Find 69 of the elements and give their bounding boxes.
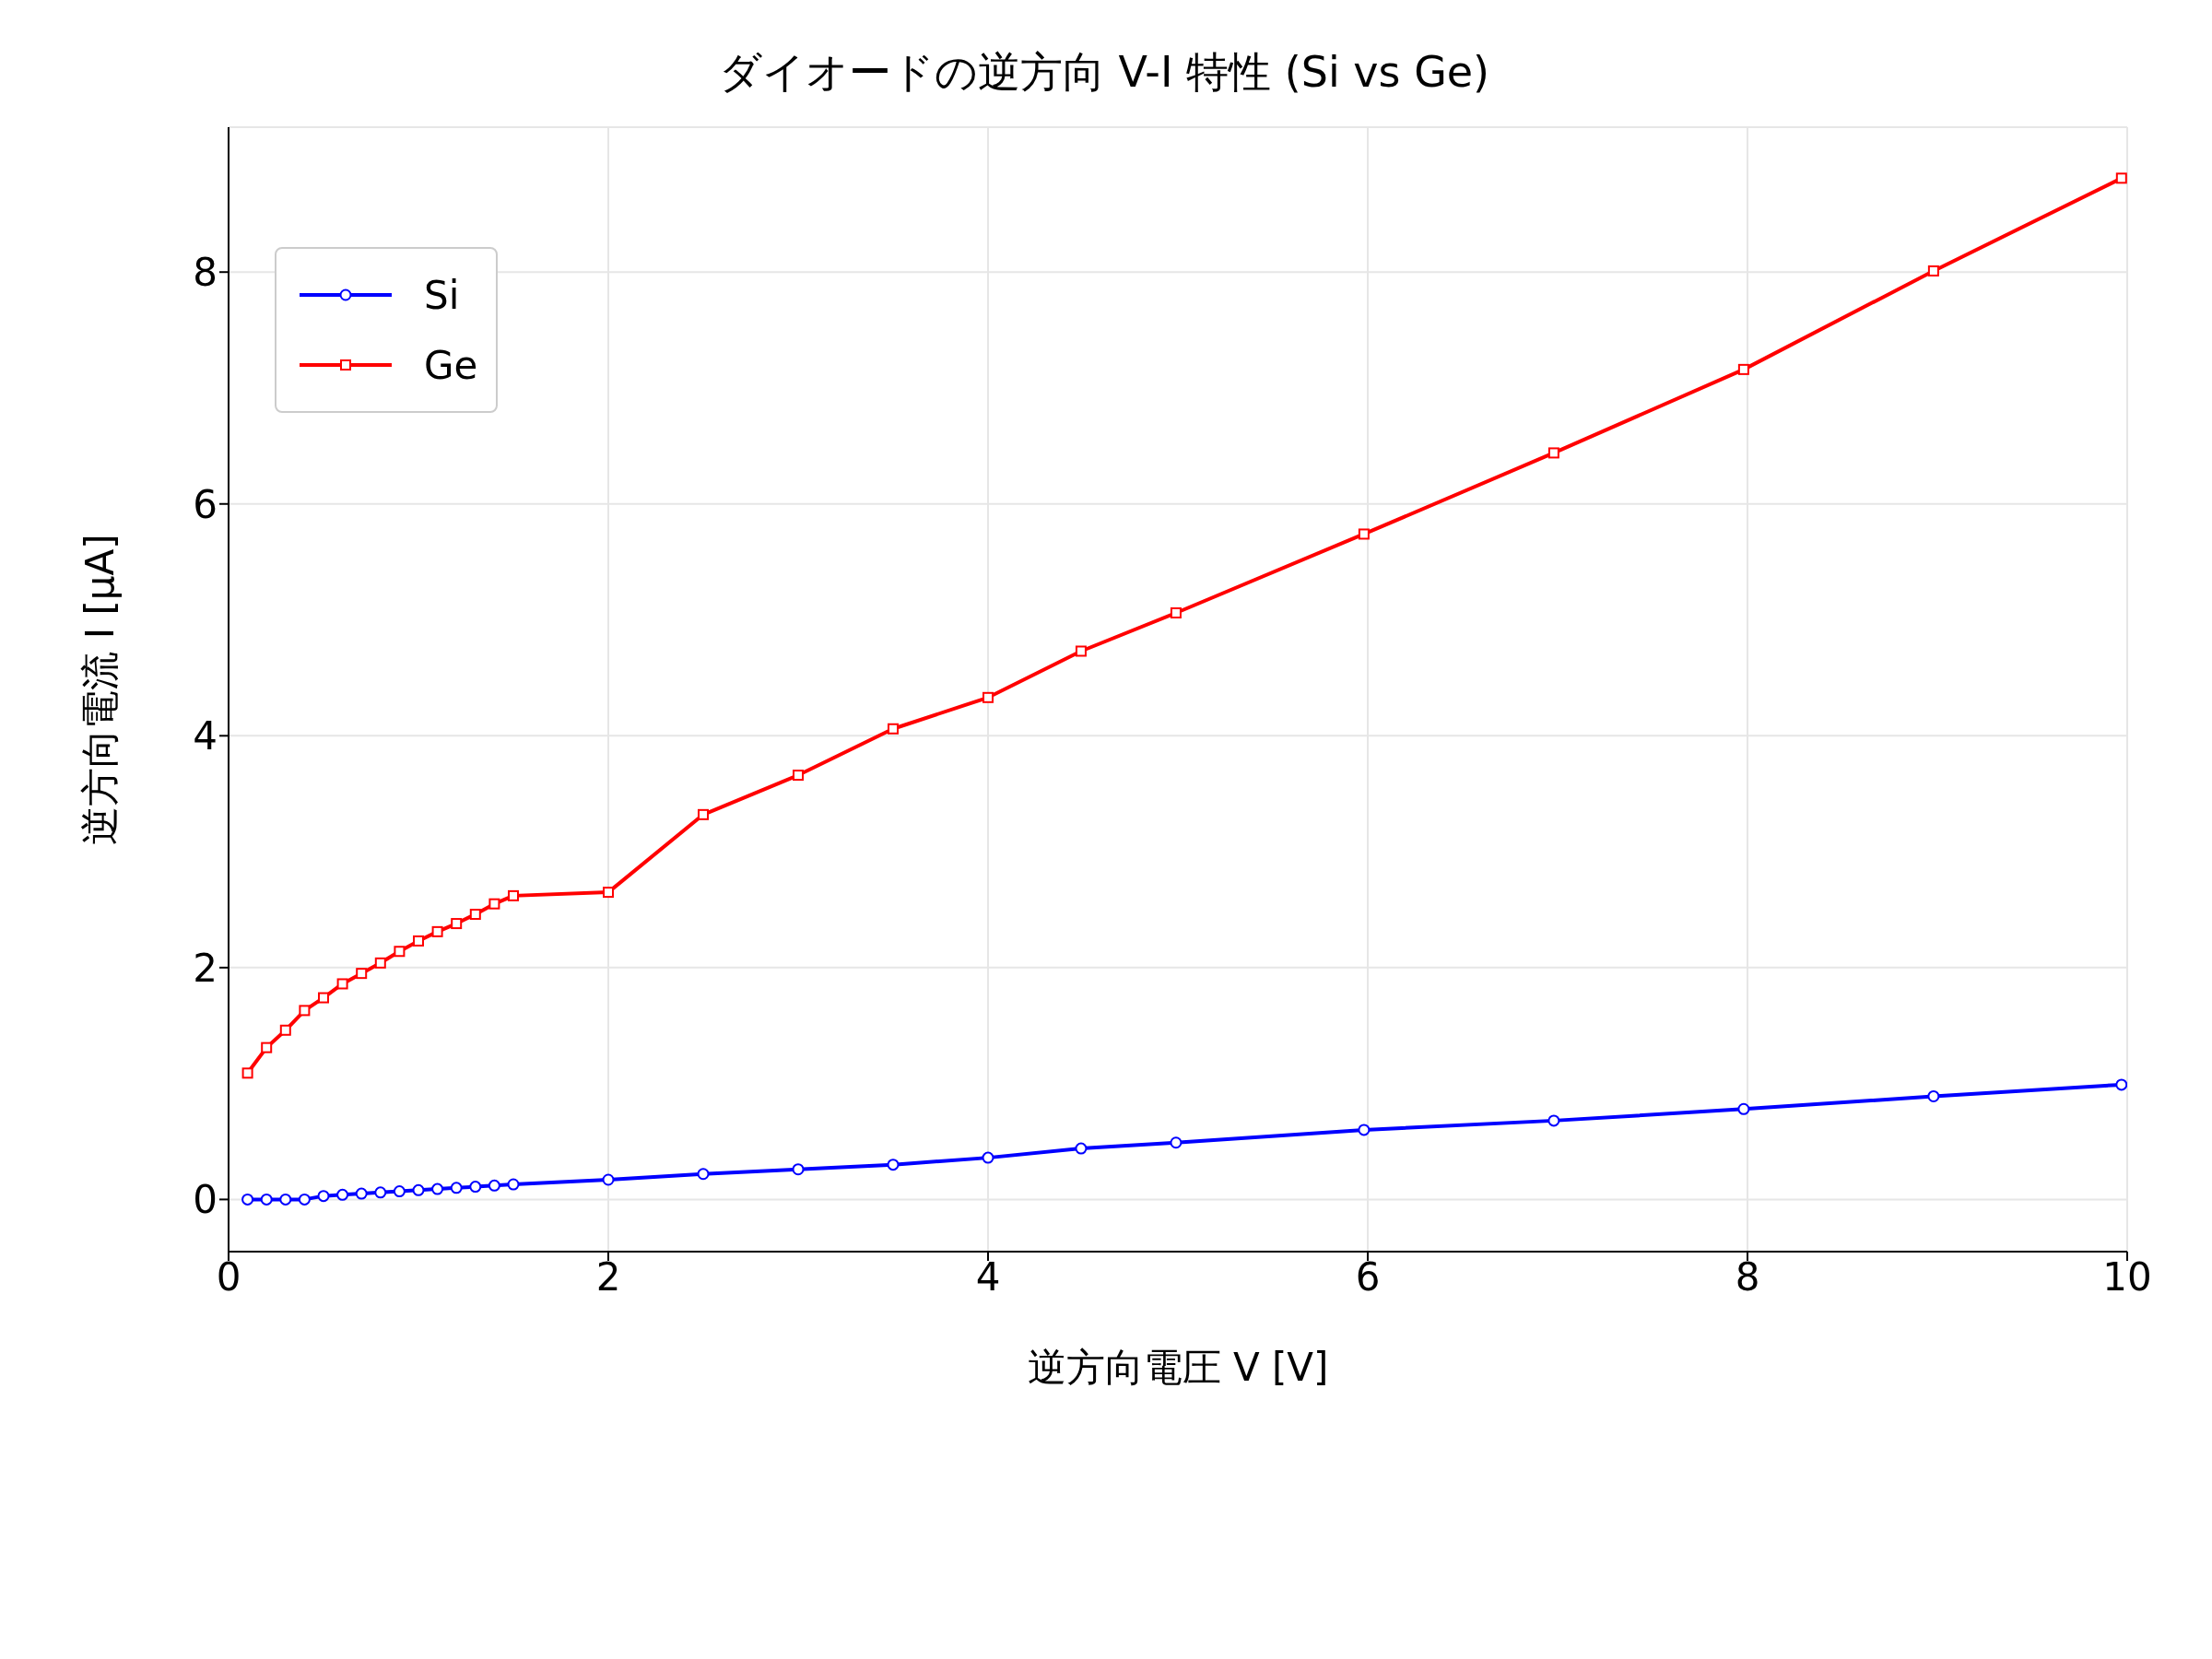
- x-axis-title: 逆方向電圧 V [V]: [1027, 1345, 1329, 1390]
- y-tick-label: 2: [193, 945, 218, 991]
- point: [1075, 1142, 1088, 1155]
- x-tick-label: 6: [1355, 1253, 1381, 1300]
- point: [602, 1173, 615, 1186]
- point: [698, 808, 709, 820]
- point: [317, 1190, 330, 1203]
- y-axis-title: 逆方向電流 I [μA]: [76, 534, 123, 845]
- point: [393, 1185, 406, 1198]
- point: [887, 1159, 900, 1171]
- point: [697, 1168, 710, 1181]
- y-tick-label: 0: [193, 1177, 218, 1223]
- point: [374, 957, 386, 969]
- y-tick-label: 4: [193, 713, 218, 759]
- x-tick-label: 4: [975, 1253, 1001, 1300]
- point: [241, 1193, 254, 1206]
- point: [488, 1179, 500, 1192]
- point: [507, 1178, 520, 1191]
- point: [508, 889, 519, 901]
- point: [1170, 1136, 1182, 1149]
- point: [356, 968, 368, 980]
- point: [299, 1005, 311, 1017]
- point: [431, 925, 443, 937]
- point: [469, 909, 481, 920]
- point: [394, 946, 406, 958]
- point: [279, 1193, 292, 1206]
- point: [982, 1151, 994, 1164]
- point: [1737, 363, 1749, 375]
- point: [1547, 447, 1559, 459]
- chart-title: ダイオードの逆方向 V-I 特性 (Si vs Ge): [717, 46, 1491, 99]
- point: [413, 935, 424, 947]
- point: [318, 992, 329, 1004]
- legend-label: Ge: [424, 342, 478, 388]
- point: [241, 1067, 253, 1079]
- point: [355, 1187, 368, 1200]
- point: [888, 723, 899, 735]
- point: [412, 1183, 425, 1196]
- point: [451, 918, 463, 930]
- point: [488, 898, 500, 910]
- point: [469, 1181, 482, 1194]
- point: [279, 1024, 291, 1036]
- point: [2115, 1078, 2127, 1091]
- point: [1547, 1114, 1560, 1127]
- point: [431, 1182, 444, 1195]
- point: [298, 1193, 311, 1206]
- point: [1927, 1089, 1940, 1102]
- point: [260, 1193, 273, 1206]
- y-tick-label: 8: [193, 250, 218, 296]
- x-tick-label: 10: [2102, 1253, 2152, 1300]
- point: [336, 978, 348, 990]
- point: [982, 691, 994, 703]
- point: [450, 1182, 463, 1194]
- point: [336, 1188, 349, 1201]
- x-tick-label: 8: [1735, 1253, 1760, 1300]
- point: [1075, 645, 1087, 657]
- legend-label: Si: [424, 272, 460, 318]
- point: [374, 1186, 387, 1199]
- x-tick-label: 2: [595, 1253, 621, 1300]
- point: [1737, 1102, 1750, 1115]
- point: [1927, 265, 1939, 276]
- point: [1358, 1124, 1371, 1136]
- point: [793, 770, 804, 782]
- point: [603, 887, 614, 899]
- point: [792, 1163, 805, 1176]
- point: [1170, 606, 1182, 618]
- point: [2115, 172, 2127, 184]
- point: [1358, 528, 1370, 540]
- point: [261, 1041, 273, 1053]
- y-tick-label: 6: [193, 481, 218, 527]
